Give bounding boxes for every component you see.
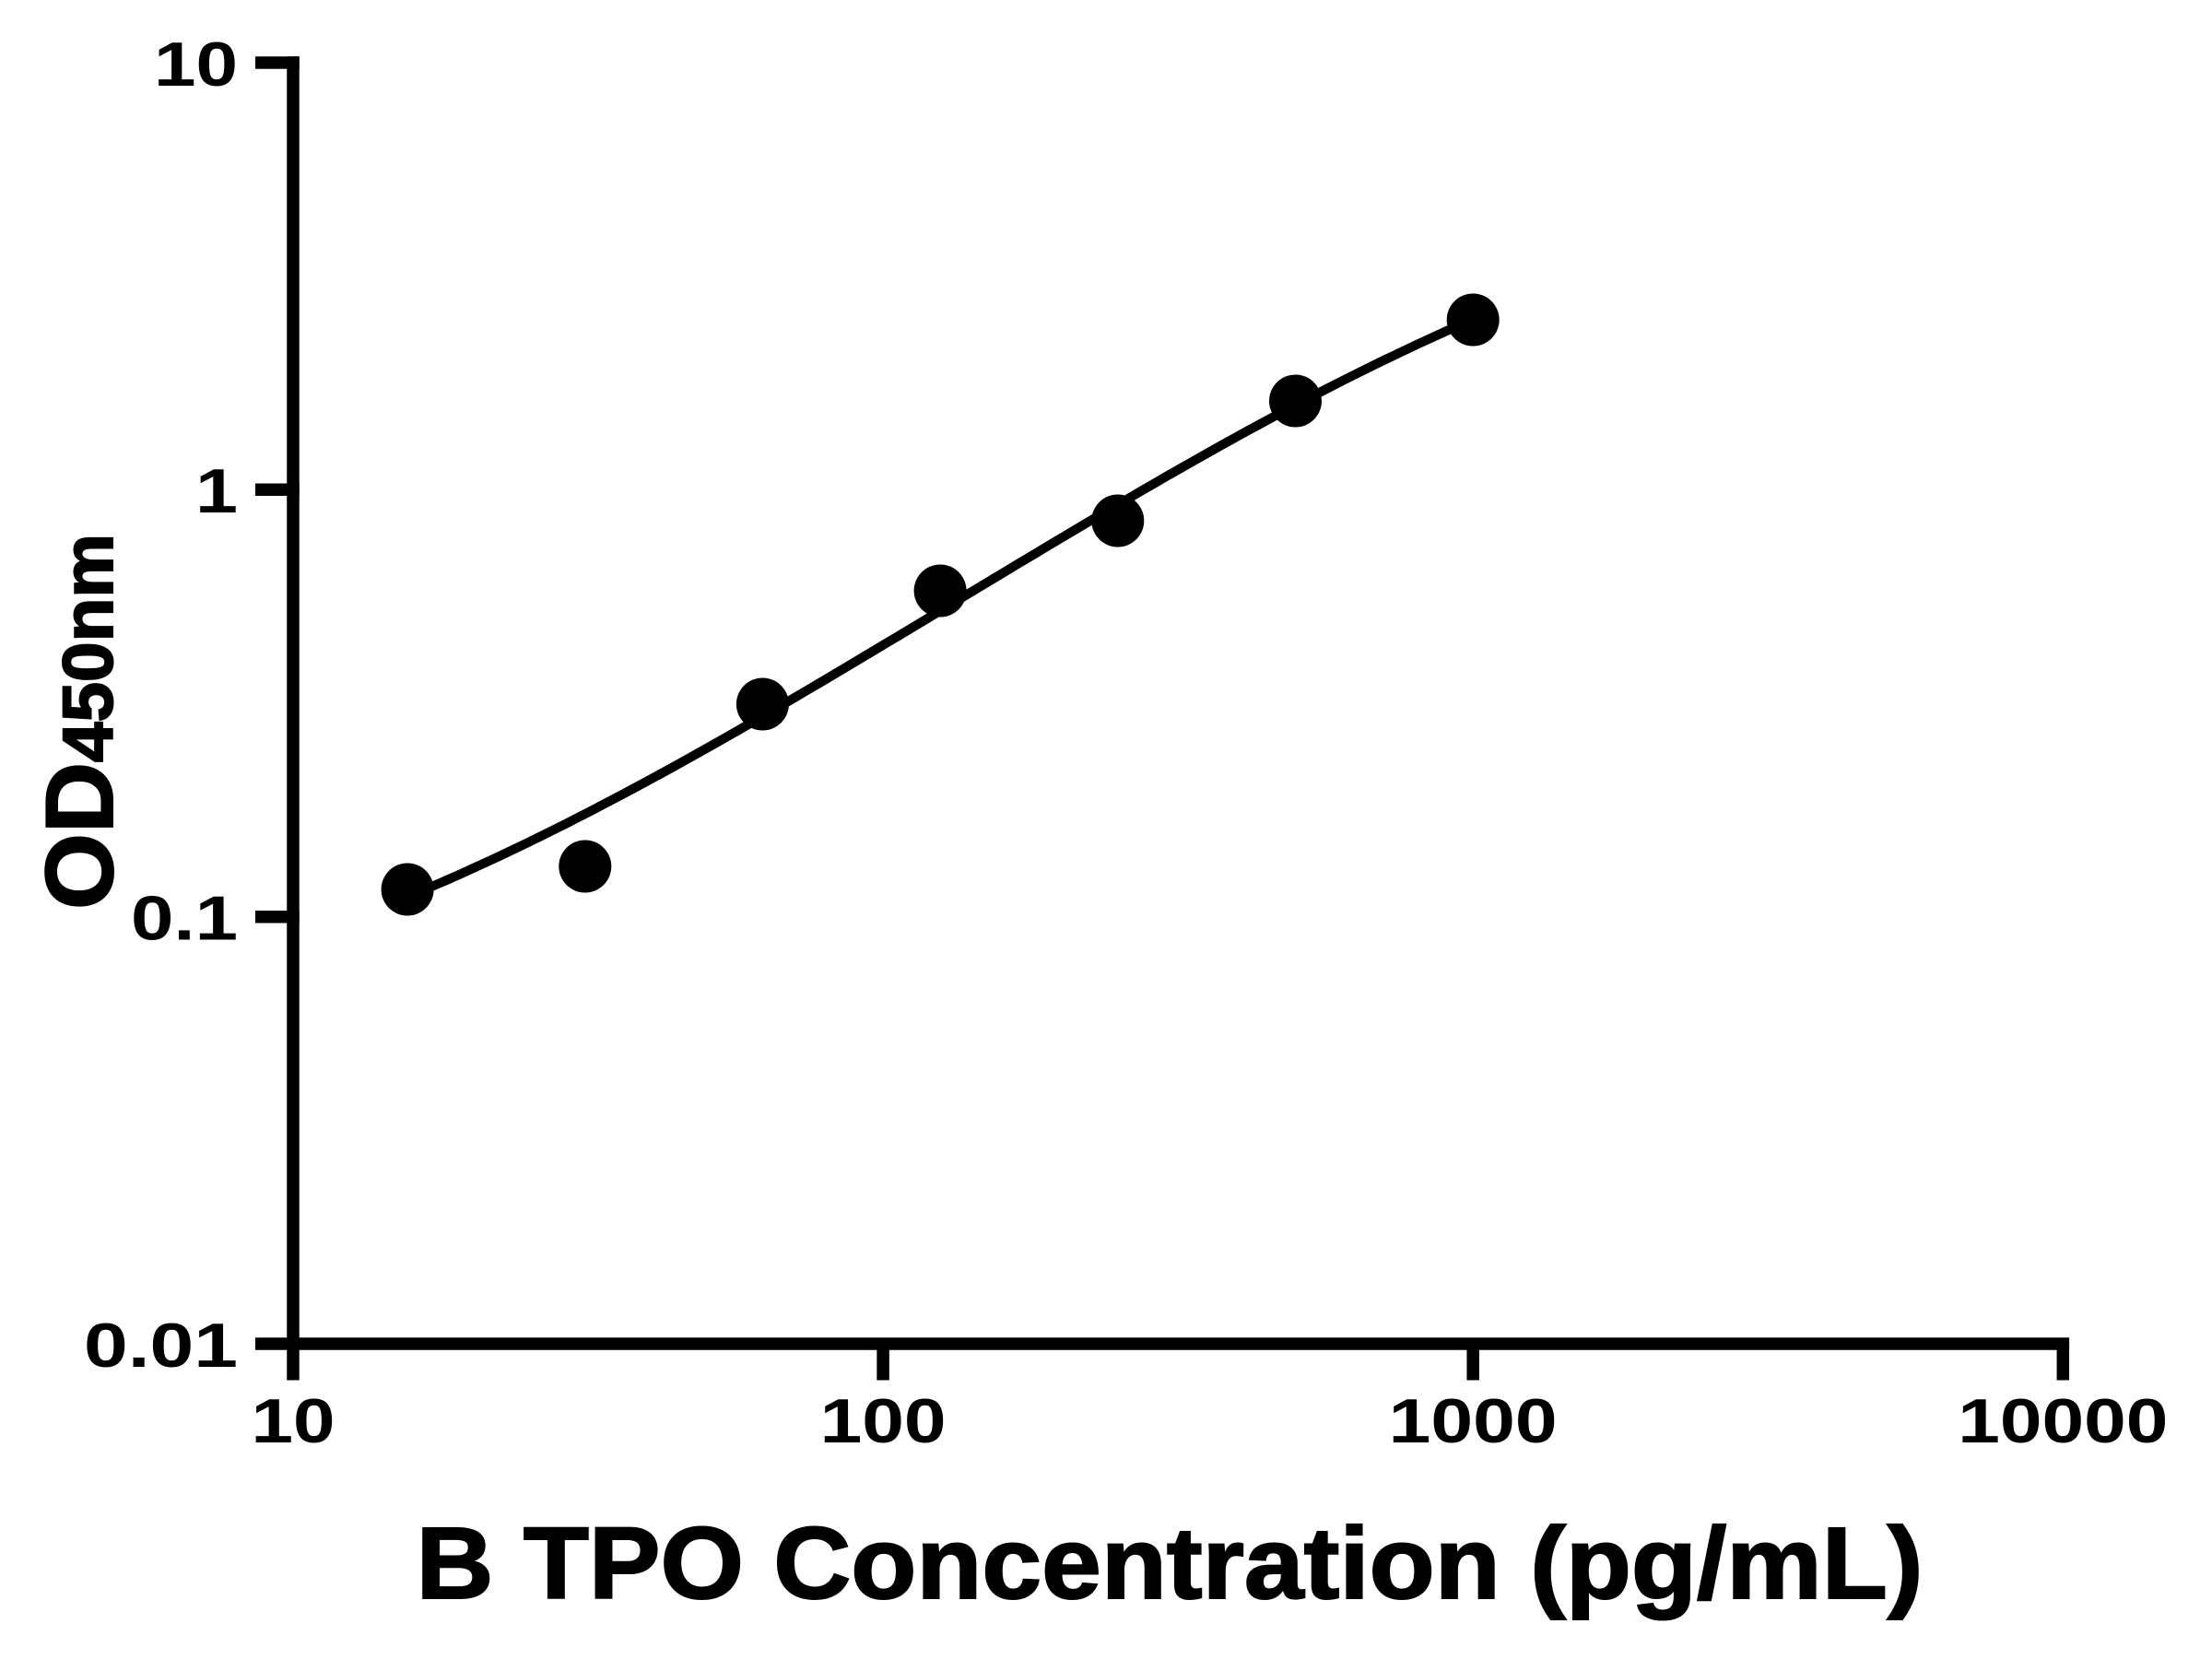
svg-text:1000: 1000 [1389,1386,1558,1456]
svg-text:0.1: 0.1 [131,884,238,954]
svg-text:10: 10 [252,1386,335,1456]
svg-text:OD450nm: OD450nm [27,534,134,910]
svg-text:10: 10 [154,29,238,100]
svg-text:B TPO Concentration (pg/mL): B TPO Concentration (pg/mL) [417,1507,1924,1620]
svg-text:0.01: 0.01 [84,1311,238,1381]
svg-text:1: 1 [195,456,238,526]
svg-text:10000: 10000 [1958,1386,2168,1456]
svg-text:100: 100 [820,1386,947,1456]
